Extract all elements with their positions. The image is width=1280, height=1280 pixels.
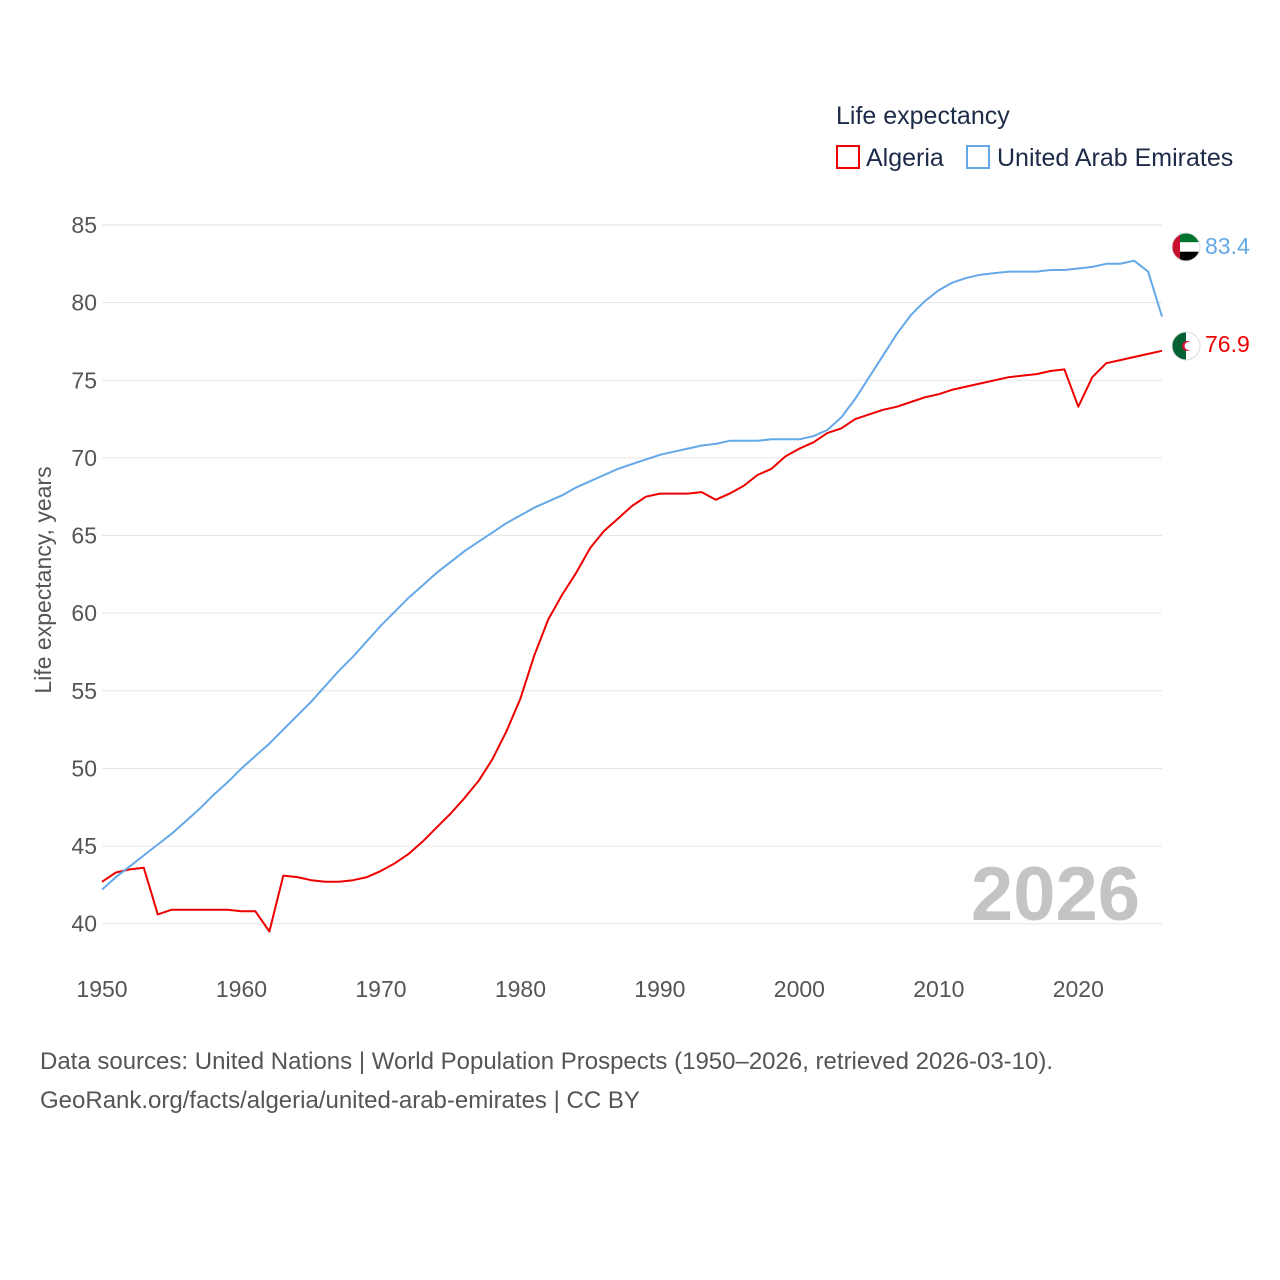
year-watermark: 2026: [971, 852, 1140, 937]
y-tick-label: 65: [71, 523, 97, 549]
life-expectancy-chart: Life expectancy Algeria United Arab Emir…: [30, 102, 1250, 1002]
gridlines: [102, 224, 1162, 925]
series-line-algeria[interactable]: [101, 349, 1163, 933]
legend-label-uae[interactable]: United Arab Emirates: [997, 144, 1233, 172]
legend-swatch-uae[interactable]: [966, 145, 990, 169]
y-tick-label: 75: [71, 367, 97, 393]
footer: Data sources: United Nations | World Pop…: [40, 1042, 1053, 1120]
legend-swatch-algeria[interactable]: [836, 145, 860, 169]
legend: Life expectancy Algeria United Arab Emir…: [836, 102, 1233, 172]
y-axis-title: Life expectancy, years: [30, 466, 56, 693]
x-tick-label: 1950: [76, 976, 127, 1002]
y-tick-label: 40: [71, 911, 97, 937]
source-url[interactable]: GeoRank.org/facts/algeria/united-arab-em…: [40, 1087, 640, 1114]
x-tick-label: 1970: [355, 976, 406, 1002]
legend-title: Life expectancy: [836, 102, 1010, 130]
uae-flag-icon: [1171, 232, 1201, 262]
end-label-uae: 83.4: [1205, 233, 1250, 259]
x-axis: 1950 1960 1970 1980 1990 2000 2010 2020: [76, 976, 1103, 1002]
x-tick-label: 1990: [634, 976, 685, 1002]
legend-label-algeria[interactable]: Algeria: [866, 144, 944, 172]
y-tick-label: 55: [71, 678, 97, 704]
algeria-flag-icon: [1171, 331, 1201, 361]
y-tick-label: 70: [71, 445, 97, 471]
y-tick-label: 85: [71, 212, 97, 238]
x-tick-label: 1980: [495, 976, 546, 1002]
series-lines: [101, 259, 1163, 933]
y-axis: 40 45 50 55 60 65 70 75 80 85: [71, 212, 97, 937]
x-tick-label: 2000: [774, 976, 825, 1002]
y-tick-label: 50: [71, 755, 97, 781]
series-line-united-arab-emirates[interactable]: [101, 259, 1163, 891]
data-sources: Data sources: United Nations | World Pop…: [40, 1048, 1054, 1075]
x-tick-label: 2020: [1053, 976, 1104, 1002]
x-tick-label: 2010: [913, 976, 964, 1002]
end-label-algeria: 76.9: [1205, 331, 1250, 357]
y-tick-label: 45: [71, 833, 97, 859]
x-tick-label: 1960: [216, 976, 267, 1002]
y-tick-label: 80: [71, 290, 97, 316]
y-tick-label: 60: [71, 600, 97, 626]
